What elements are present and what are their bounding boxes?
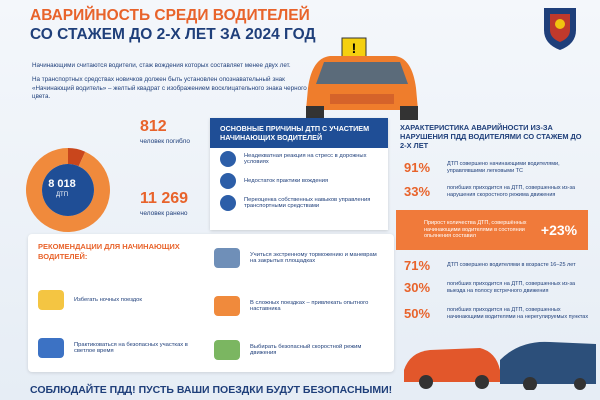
stat-row: 33% погибших приходится на ДТП, совершенн… — [395, 184, 590, 199]
icon — [38, 290, 64, 310]
title: СО СТАЖЕМ ДО 2-Х ЛЕТ ЗА 2024 ГОД — [30, 26, 316, 43]
icon — [214, 340, 240, 360]
icon — [220, 151, 236, 167]
injured-value: 11 269 — [140, 190, 189, 207]
killed-value: 812 — [140, 118, 167, 135]
emblem — [544, 8, 576, 50]
recommendation: В сложных поездках – привлекать опытного… — [214, 296, 384, 316]
footer: СОБЛЮДАЙТЕ ПДД! ПУСТЬ ВАШИ ПОЕЗДКИ БУДУТ… — [30, 384, 393, 396]
title: АВАРИЙНОСТЬ СРЕДИ ВОДИТЕЛЕЙ — [30, 7, 310, 24]
stat-text: погибших приходится на ДТП, совершенных … — [447, 306, 589, 320]
stat-text: Прирост количества ДТП, совершённых начи… — [424, 219, 527, 240]
car-illustration: ! — [306, 37, 418, 120]
characteristics-title: ХАРАКТЕРИСТИКА АВАРИЙНОСТИ ИЗ-ЗА НАРУШЕН… — [400, 123, 582, 150]
cause-text: Переоценка собственных навыков управлени… — [244, 197, 371, 209]
icon — [214, 296, 240, 316]
stat-row: 50% погибших приходится на ДТП, совершенн… — [395, 306, 590, 321]
recommendation: Учиться экстренному торможению и маневра… — [214, 248, 384, 268]
donut-chart — [25, 148, 111, 232]
percent: 30% — [403, 280, 431, 295]
recommendation: Избегать ночных поездок — [38, 290, 208, 310]
intro-text: Начинающими считаются водители, стаж вож… — [32, 62, 291, 69]
donut-segment — [25, 148, 111, 232]
percent: +23% — [540, 222, 578, 238]
stat-text: ДТП совершено начинающими водителями, уп… — [447, 160, 560, 174]
cause-item: Переоценка собственных навыков управлени… — [210, 192, 388, 214]
highlight-box: Прирост количества ДТП, совершённых начи… — [396, 210, 588, 250]
donut-center — [42, 164, 94, 216]
causes-panel: ОСНОВНЫЕ ПРИЧИНЫ ДТП С УЧАСТИЕМ НАЧИНАЮЩ… — [210, 118, 388, 230]
recommendation: Практиковаться на безопасных участках в … — [38, 338, 208, 358]
cause-item: Неадекватная реакция на стресс в дорожны… — [210, 148, 388, 170]
recommendations-panel: РЕКОМЕНДАЦИИ ДЛЯ НАЧИНАЮЩИХ ВОДИТЕЛЕЙ: И… — [28, 234, 394, 372]
percent: 33% — [403, 184, 431, 199]
icon — [220, 173, 236, 189]
intro-text: На транспортных средствах новичков долже… — [32, 76, 307, 100]
cause-text: Недостаток практики вождения — [244, 178, 329, 184]
injured-caption: человек ранено — [140, 210, 188, 217]
crash-illustration — [404, 341, 596, 390]
svg-text:!: ! — [352, 40, 357, 56]
recommendation: Выбирать безопасный скоростной режим дви… — [214, 340, 384, 360]
percent: 71% — [403, 258, 431, 273]
icon — [38, 338, 64, 358]
stat-row: 30% погибших приходится на ДТП, совершенн… — [395, 280, 590, 295]
recommendation-text: Практиковаться на безопасных участках в … — [74, 342, 188, 354]
killed-caption: человек погибло — [140, 138, 190, 145]
cause-item: Недостаток практики вождения — [210, 170, 388, 192]
recommendation-text: В сложных поездках – привлекать опытного… — [250, 300, 369, 312]
icon — [220, 195, 236, 211]
stat-row: 91% ДТП совершено начинающими водителями,… — [395, 160, 590, 175]
percent: 50% — [403, 306, 431, 321]
recommendation-text: Учиться экстренному торможению и маневра… — [250, 252, 377, 264]
recommendations-title: РЕКОМЕНДАЦИИ ДЛЯ НАЧИНАЮЩИХ ВОДИТЕЛЕЙ: — [38, 242, 180, 261]
recommendation-text: Избегать ночных поездок — [74, 297, 142, 303]
stat-text: ДТП совершено водителями в возрасте 16–2… — [447, 262, 576, 269]
total-value: 8 018 — [48, 178, 76, 190]
total-caption: ДТП — [55, 192, 69, 198]
stat-text: погибших приходится на ДТП, совершенных … — [447, 280, 576, 294]
icon — [214, 248, 240, 268]
cause-text: Неадекватная реакция на стресс в дорожны… — [244, 153, 367, 165]
recommendation-text: Выбирать безопасный скоростной режим дви… — [250, 344, 362, 356]
stat-row: 71% ДТП совершено водителями в возрасте 1… — [395, 258, 590, 273]
donut-segment — [68, 148, 86, 167]
causes-title: ОСНОВНЫЕ ПРИЧИНЫ ДТП С УЧАСТИЕМ НАЧИНАЮЩ… — [210, 118, 388, 148]
percent: 91% — [403, 160, 431, 175]
stat-text: погибших приходится на ДТП, совершенных … — [447, 184, 576, 198]
